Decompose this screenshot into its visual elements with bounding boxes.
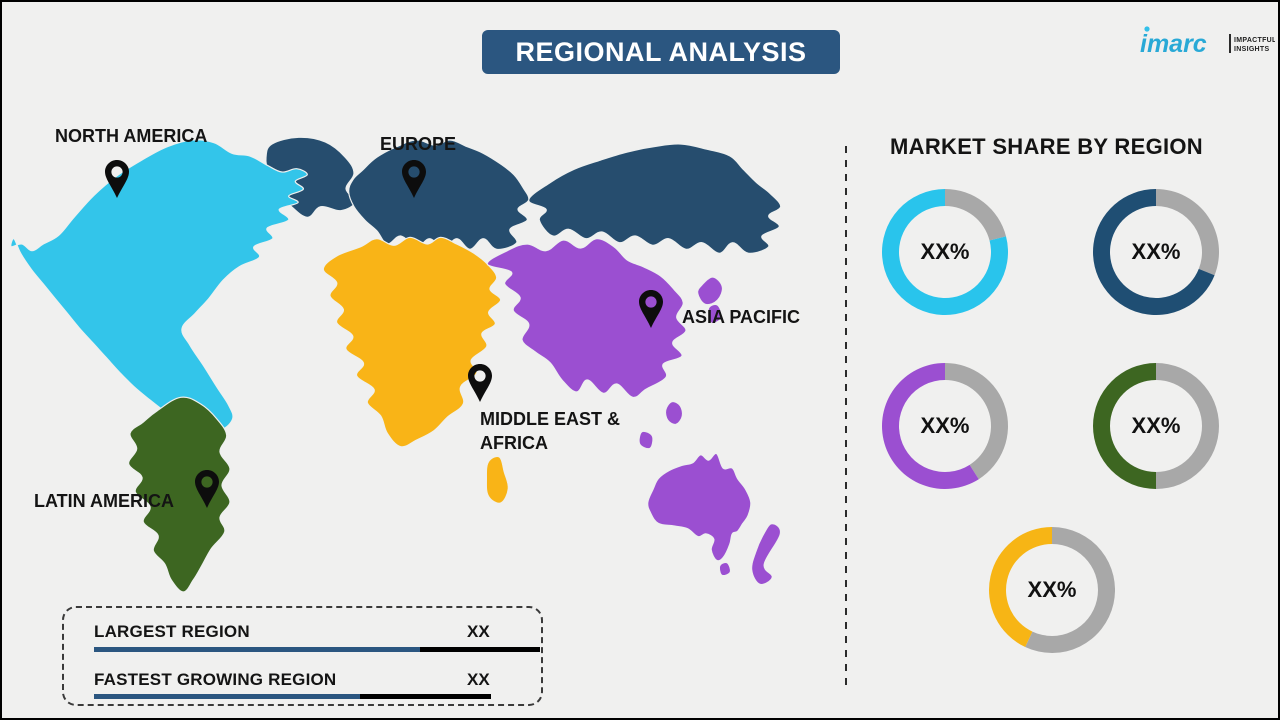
svg-text:INSIGHTS: INSIGHTS (1234, 46, 1269, 53)
svg-text:IMPACTFUL: IMPACTFUL (1234, 37, 1275, 44)
svg-text:imarc: imarc (1140, 30, 1207, 58)
